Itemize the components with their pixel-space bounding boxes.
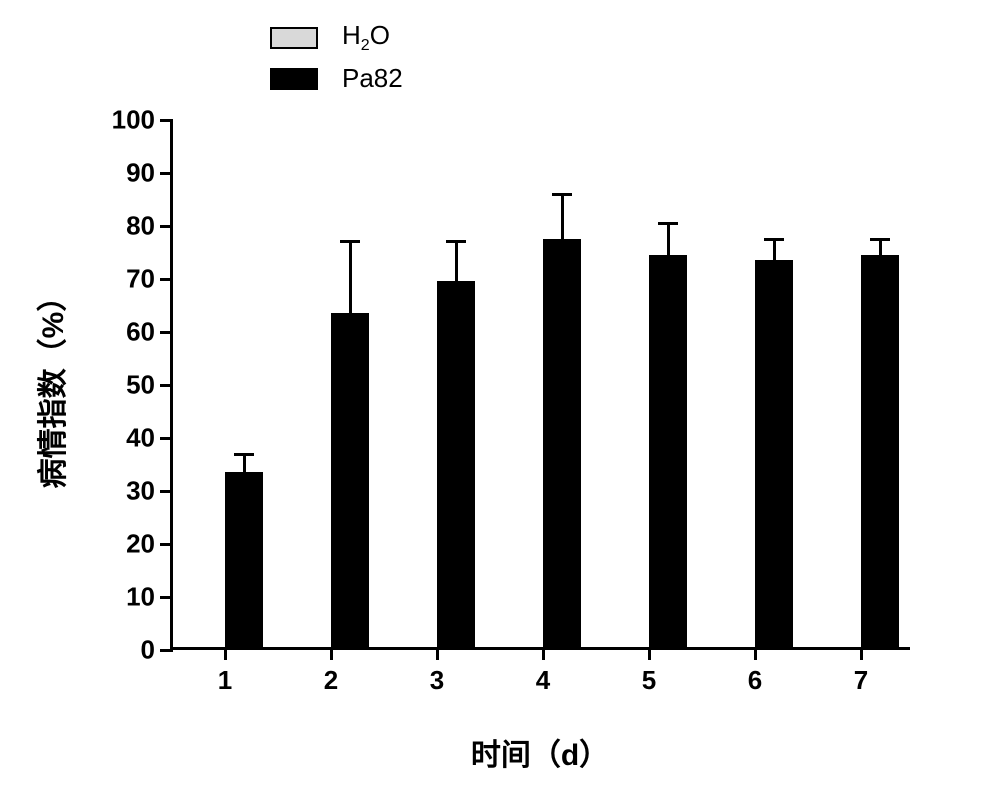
bar-Pa82 — [755, 260, 793, 647]
bar-Pa82 — [331, 313, 369, 647]
x-tick-label: 4 — [536, 665, 550, 696]
y-tick-label: 30 — [95, 476, 155, 507]
x-tick-label: 6 — [748, 665, 762, 696]
y-tick-label: 70 — [95, 264, 155, 295]
y-tick — [160, 437, 173, 440]
x-axis-title: 时间（d） — [471, 730, 609, 774]
legend-item-h2o: H2O — [270, 20, 403, 55]
y-tick — [160, 278, 173, 281]
legend: H2O Pa82 — [270, 20, 403, 102]
errorbar-cap — [446, 240, 466, 243]
errorbar — [773, 239, 776, 263]
x-tick — [330, 647, 333, 660]
bar-Pa82 — [225, 472, 263, 647]
x-tick — [648, 647, 651, 660]
y-tick — [160, 225, 173, 228]
errorbar — [879, 239, 882, 258]
bar-chart: H2O Pa82 病情指数（%） 时间（d） 01020304050607080… — [0, 0, 1000, 800]
y-tick — [160, 543, 173, 546]
errorbar — [243, 455, 246, 475]
y-axis-title: 病情指数（%） — [28, 282, 72, 489]
legend-label-h2o: H2O — [342, 20, 390, 55]
x-tick-label: 5 — [642, 665, 656, 696]
errorbar-cap — [870, 238, 890, 241]
x-tick-label: 3 — [430, 665, 444, 696]
y-tick — [160, 119, 173, 122]
x-tick-label: 2 — [324, 665, 338, 696]
y-tick — [160, 490, 173, 493]
bar-Pa82 — [543, 239, 581, 647]
x-tick — [436, 647, 439, 660]
x-axis-line — [170, 647, 910, 650]
errorbar — [349, 242, 352, 316]
errorbar-cap — [764, 238, 784, 241]
y-tick — [160, 596, 173, 599]
errorbar — [561, 194, 564, 242]
x-tick — [224, 647, 227, 660]
y-tick-label: 90 — [95, 158, 155, 189]
y-tick-label: 80 — [95, 211, 155, 242]
legend-swatch-pa82 — [270, 68, 318, 90]
y-tick — [160, 384, 173, 387]
y-tick — [160, 172, 173, 175]
y-tick-label: 50 — [95, 370, 155, 401]
errorbar — [667, 223, 670, 257]
errorbar-cap — [234, 453, 254, 456]
y-tick — [160, 649, 173, 652]
x-tick — [542, 647, 545, 660]
bar-Pa82 — [861, 255, 899, 647]
y-tick-label: 10 — [95, 582, 155, 613]
y-tick-label: 0 — [95, 635, 155, 666]
y-tick-label: 100 — [95, 105, 155, 136]
errorbar-cap — [552, 193, 572, 196]
plot-area: 01020304050607080901001234567 — [170, 120, 910, 650]
legend-item-pa82: Pa82 — [270, 63, 403, 94]
x-tick-label: 1 — [218, 665, 232, 696]
x-tick-label: 7 — [854, 665, 868, 696]
x-tick — [860, 647, 863, 660]
y-tick-label: 40 — [95, 423, 155, 454]
y-tick-label: 20 — [95, 529, 155, 560]
errorbar — [455, 242, 458, 284]
bar-Pa82 — [649, 255, 687, 647]
legend-swatch-h2o — [270, 27, 318, 49]
errorbar-cap — [340, 240, 360, 243]
x-tick — [754, 647, 757, 660]
y-tick — [160, 331, 173, 334]
y-tick-label: 60 — [95, 317, 155, 348]
legend-label-pa82: Pa82 — [342, 63, 403, 94]
errorbar-cap — [658, 222, 678, 225]
bar-Pa82 — [437, 281, 475, 647]
